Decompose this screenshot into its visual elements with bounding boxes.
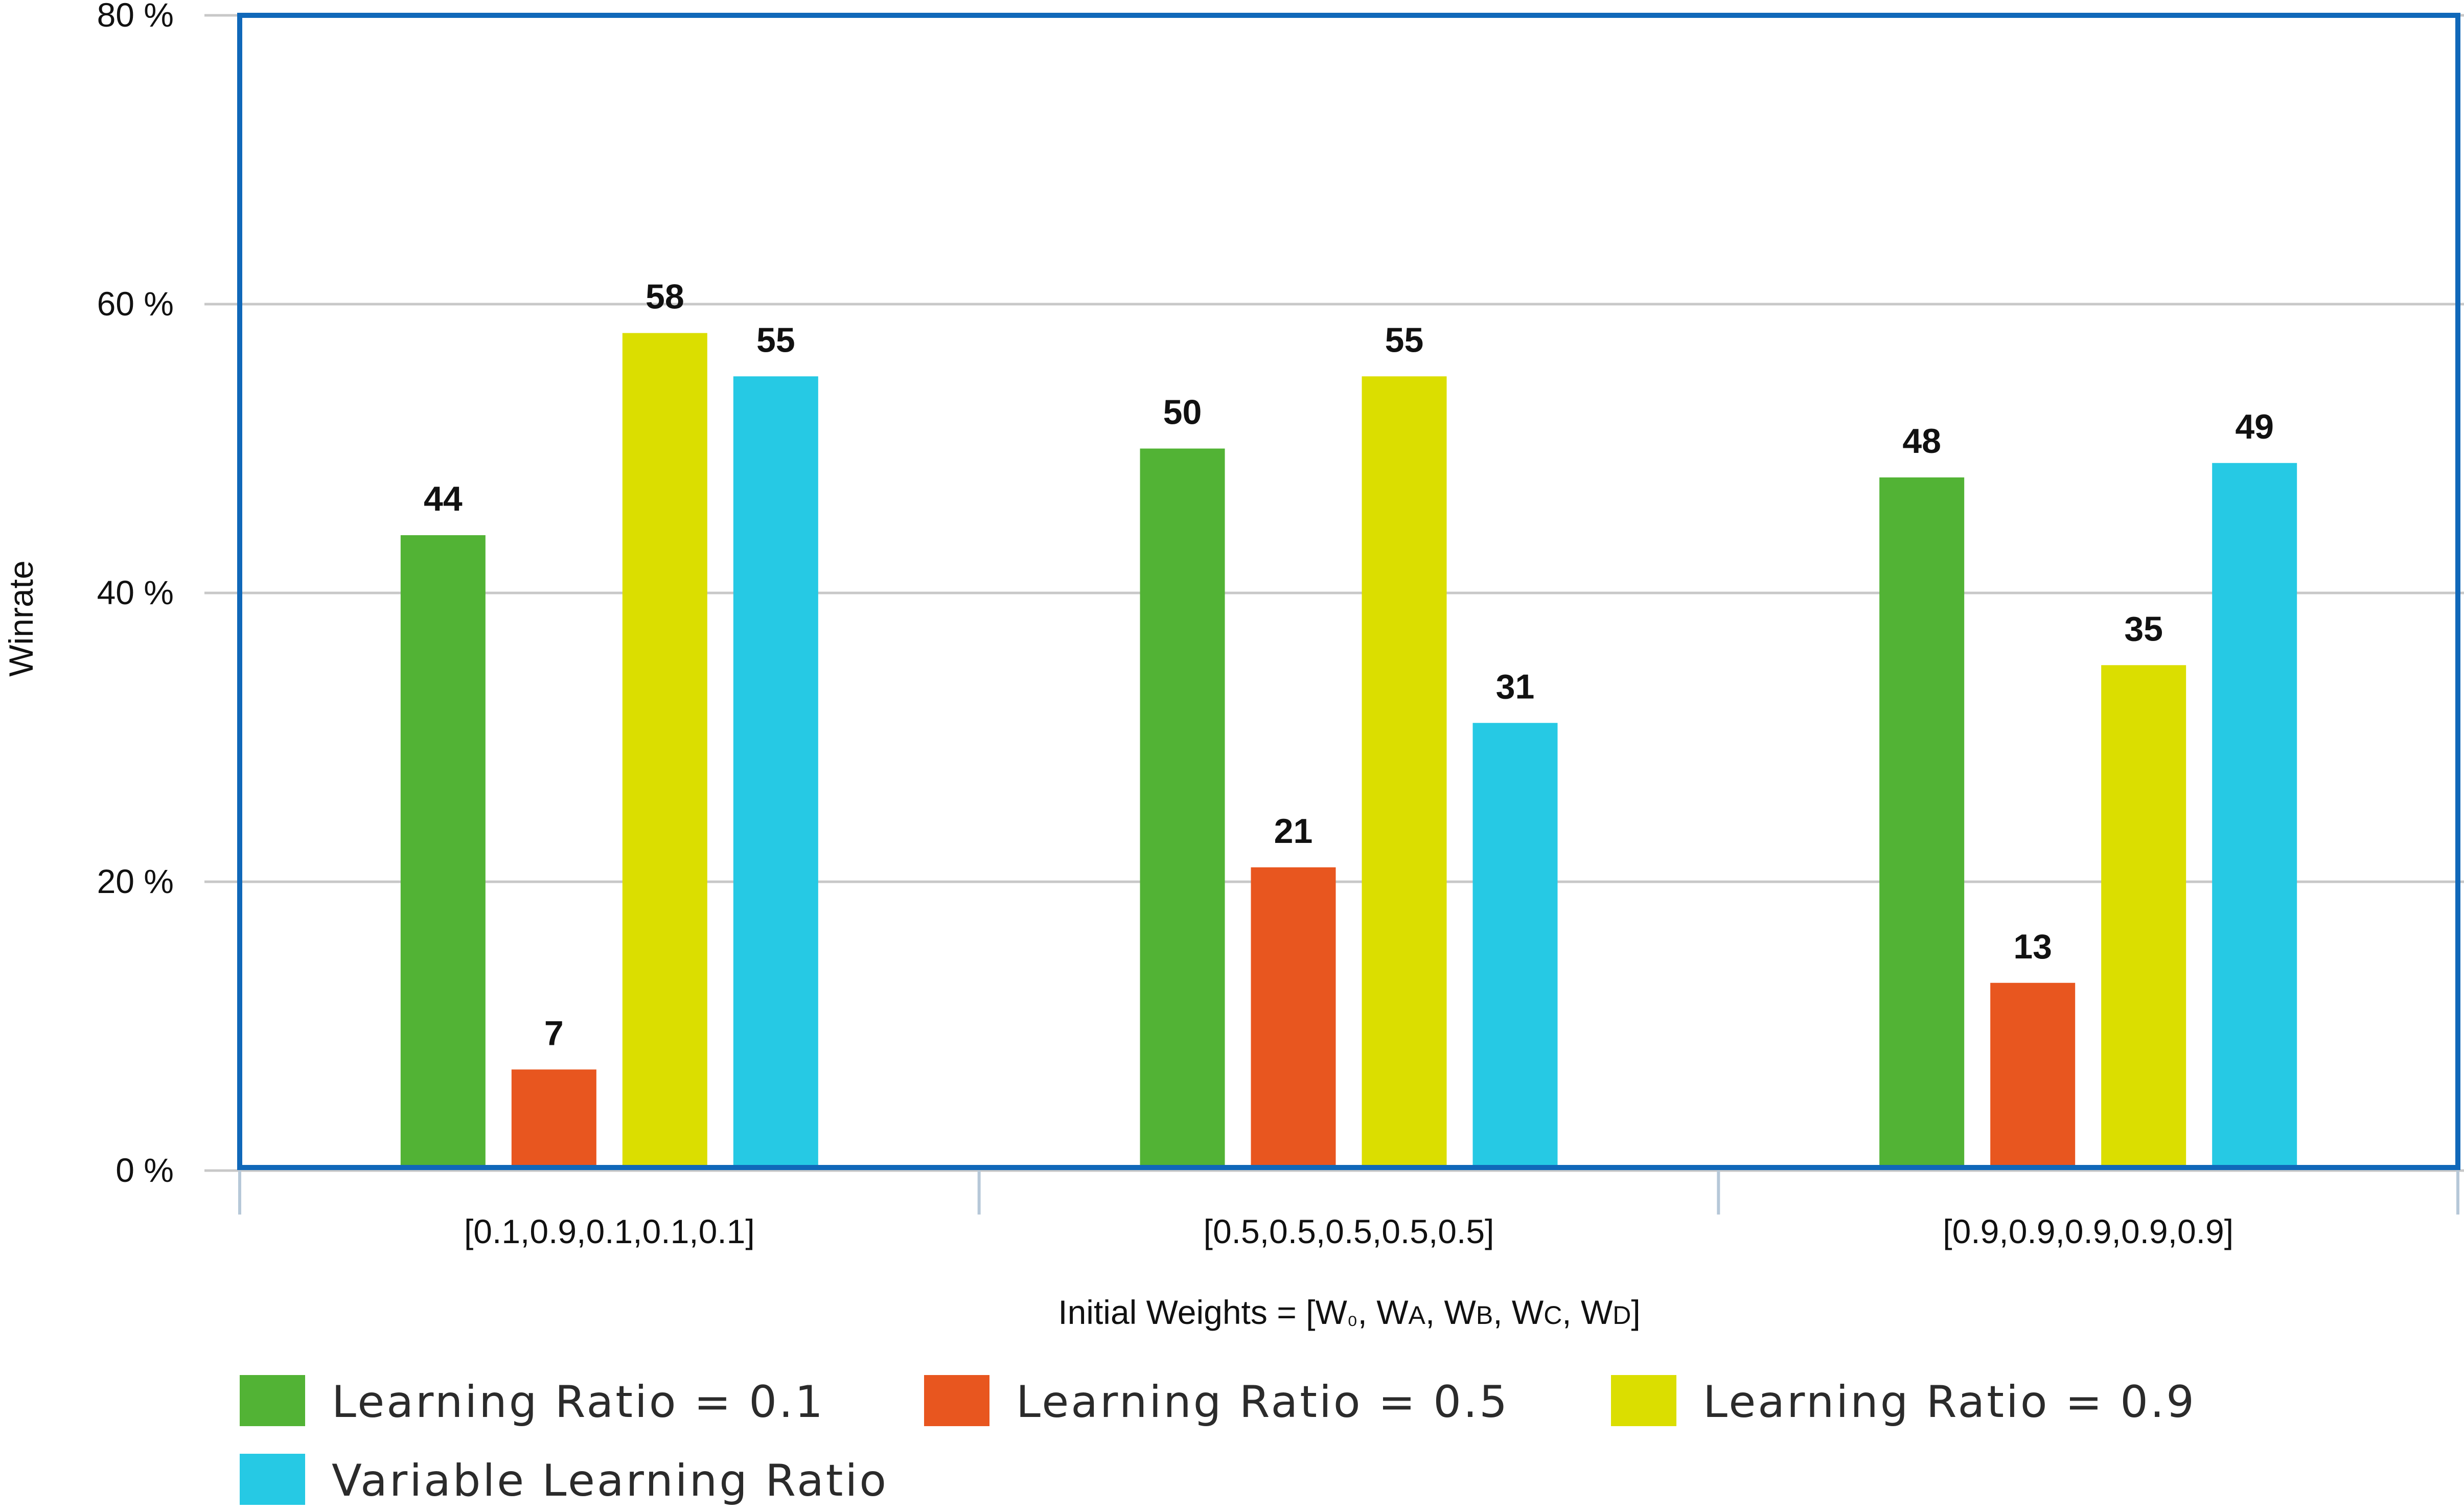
data-label: 13 — [2013, 927, 2052, 966]
y-axis-title: Winrate — [2, 560, 40, 676]
y-tick-label: 60 % — [97, 285, 174, 323]
legend-label: Learning Ratio = 0.9 — [1703, 1377, 2196, 1428]
data-label: 31 — [1496, 667, 1535, 706]
bar — [2101, 665, 2186, 1166]
x-tick-label: [0.1,0.9,0.1,0.1,0.1] — [464, 1212, 755, 1250]
data-label: 44 — [424, 479, 463, 518]
x-tick-label: [0.5,0.5,0.5,0.5,0.5] — [1204, 1212, 1494, 1250]
data-label: 35 — [2124, 609, 2163, 648]
bar — [2212, 463, 2297, 1166]
legend-swatch — [924, 1375, 989, 1426]
bar — [1362, 376, 1447, 1166]
bars — [400, 333, 2297, 1166]
legend-label: Learning Ratio = 0.1 — [332, 1377, 825, 1428]
y-tick-label: 80 % — [97, 0, 174, 34]
bar — [1251, 867, 1336, 1166]
legend-swatch — [240, 1454, 305, 1505]
x-axis: [0.1,0.9,0.1,0.1,0.1] [0.5,0.5,0.5,0.5,0.… — [238, 1171, 2459, 1250]
data-label: 55 — [1385, 320, 1424, 359]
legend-label: Variable Learning Ratio — [332, 1455, 888, 1506]
bar — [1879, 477, 1965, 1166]
data-label: 49 — [2235, 407, 2274, 446]
legend-swatch — [1611, 1375, 1676, 1426]
y-tick-label: 40 % — [97, 574, 174, 611]
data-label: 48 — [1902, 422, 1941, 461]
data-label: 55 — [756, 320, 795, 359]
bar — [733, 376, 818, 1166]
x-axis-title: Initial Weights = [W₀, WA, WB, WC, WD] — [1058, 1293, 1640, 1331]
legend-swatch — [240, 1375, 305, 1426]
x-tick-label: [0.9,0.9,0.9,0.9,0.9] — [1943, 1212, 2233, 1250]
bar — [1990, 982, 2076, 1166]
data-label: 50 — [1163, 393, 1202, 432]
legend: Learning Ratio = 0.1 Learning Ratio = 0.5… — [240, 1375, 2196, 1506]
bar — [622, 333, 707, 1166]
bar — [1472, 723, 1558, 1166]
data-label: 7 — [544, 1014, 564, 1052]
data-labels: 44 7 58 55 50 21 55 31 48 13 35 49 — [424, 278, 2274, 1053]
plot-frame — [237, 13, 2460, 1170]
data-label: 21 — [1274, 812, 1313, 851]
y-tick-label: 20 % — [97, 862, 174, 900]
y-tick-label: 0 % — [116, 1151, 174, 1189]
y-axis-ticks: 0 % 20 % 40 % 60 % 80 % — [97, 0, 174, 1189]
legend-label: Learning Ratio = 0.5 — [1016, 1377, 1509, 1428]
bar — [400, 535, 486, 1166]
data-label: 58 — [646, 278, 684, 316]
bar — [1140, 448, 1225, 1166]
bar — [511, 1069, 596, 1166]
